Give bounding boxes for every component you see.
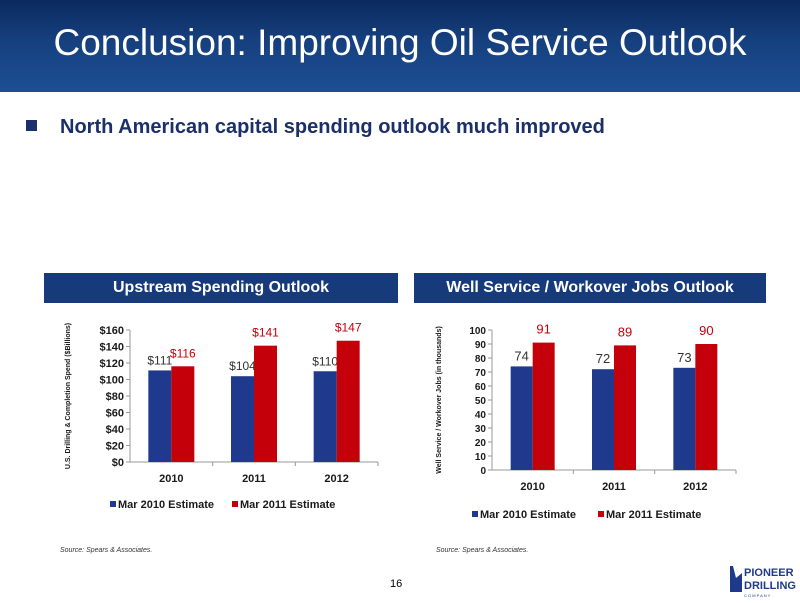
legend-label: Mar 2011 Estimate xyxy=(606,509,701,521)
bar-value-label: $111 xyxy=(147,353,172,367)
bar-value-label: $116 xyxy=(170,346,196,360)
x-category-label: 2011 xyxy=(602,481,626,493)
y-tick-label: 60 xyxy=(475,382,487,393)
upstream-panel-header: Upstream Spending Outlook xyxy=(44,273,398,303)
svg-text:DRILLING: DRILLING xyxy=(744,580,796,592)
bullet-square-icon xyxy=(26,120,37,131)
legend-label: Mar 2010 Estimate xyxy=(118,499,214,511)
bar-mar-2011-2011 xyxy=(254,345,277,462)
page-number: 16 xyxy=(390,578,403,590)
y-tick-label: $160 xyxy=(100,325,124,337)
bar-mar-2011-2012 xyxy=(695,344,718,470)
bar-value-label: $104 xyxy=(229,359,256,373)
svg-text:PIONEER: PIONEER xyxy=(744,567,794,579)
bar-mar-2010-2012 xyxy=(673,367,696,470)
bar-value-label: $110 xyxy=(312,354,338,368)
bar-mar-2010-2012 xyxy=(313,371,337,462)
legend-swatch xyxy=(110,501,116,507)
x-category-label: 2012 xyxy=(683,481,707,493)
company-logo: PIONEER DRILLING C O M P A N Y xyxy=(730,564,796,598)
y-tick-label: 50 xyxy=(475,396,487,407)
y-tick-label: 30 xyxy=(475,424,487,435)
bar-mar-2010-2010 xyxy=(148,370,172,462)
right-source-note: Source: Spears & Associates. xyxy=(436,547,529,554)
bar-value-label: 74 xyxy=(514,348,528,363)
x-category-label: 2010 xyxy=(520,481,544,493)
bar-mar-2011-2011 xyxy=(614,345,636,470)
y-tick-label: $80 xyxy=(106,391,124,403)
left-source-note: Source: Spears & Associates. xyxy=(60,547,153,554)
bar-value-label: 91 xyxy=(536,322,550,337)
y-tick-label: $140 xyxy=(100,342,124,354)
bar-value-label: $147 xyxy=(335,321,362,335)
x-category-label: 2012 xyxy=(324,473,348,485)
bar-mar-2010-2011 xyxy=(592,369,614,470)
pioneer-drilling-logo-icon: PIONEER DRILLING C O M P A N Y xyxy=(730,566,796,598)
y-tick-label: 70 xyxy=(475,368,487,379)
y-tick-label: 20 xyxy=(475,438,487,449)
y-tick-label: 40 xyxy=(475,410,487,421)
y-tick-label: $60 xyxy=(106,408,124,420)
workover-panel-header: Well Service / Workover Jobs Outlook xyxy=(414,273,766,303)
legend-swatch xyxy=(472,511,478,517)
svg-text:C O M P A N Y: C O M P A N Y xyxy=(744,593,771,598)
title-bar: Conclusion: Improving Oil Service Outloo… xyxy=(0,0,800,92)
y-tick-label: $0 xyxy=(112,457,124,469)
y-tick-label: $100 xyxy=(100,375,124,387)
y-tick-label: $40 xyxy=(106,424,124,436)
bar-mar-2010-2010 xyxy=(510,366,533,470)
bar-mar-2011-2012 xyxy=(336,340,360,462)
bar-value-label: 89 xyxy=(618,324,632,339)
x-category-label: 2010 xyxy=(159,473,183,485)
slide-title: Conclusion: Improving Oil Service Outloo… xyxy=(53,22,747,63)
bar-value-label: 73 xyxy=(677,350,691,365)
bar-mar-2011-2010 xyxy=(532,342,555,470)
bar-mar-2011-2010 xyxy=(171,366,195,462)
bar-mar-2010-2011 xyxy=(231,376,254,462)
y-tick-label: 90 xyxy=(475,340,487,351)
bullet-text: North American capital spending outlook … xyxy=(60,116,605,138)
y-axis-title: U.S. Drilling & Completion Spend ($Billi… xyxy=(65,323,72,469)
y-tick-label: $20 xyxy=(106,441,124,453)
legend-label: Mar 2010 Estimate xyxy=(480,509,576,521)
legend-swatch xyxy=(232,501,238,507)
bar-value-label: 72 xyxy=(596,351,610,366)
y-tick-label: 0 xyxy=(480,466,486,477)
bar-value-label: $141 xyxy=(252,326,279,340)
y-tick-label: $120 xyxy=(100,358,124,370)
y-tick-label: 80 xyxy=(475,354,487,365)
legend-label: Mar 2011 Estimate xyxy=(240,499,335,511)
legend-swatch xyxy=(598,511,604,517)
y-axis-title: Well Service / Workover Jobs (in thousan… xyxy=(436,326,443,474)
bar-value-label: 90 xyxy=(699,323,713,338)
y-tick-label: 10 xyxy=(475,452,487,463)
x-category-label: 2011 xyxy=(242,473,266,485)
y-tick-label: 100 xyxy=(469,326,486,337)
